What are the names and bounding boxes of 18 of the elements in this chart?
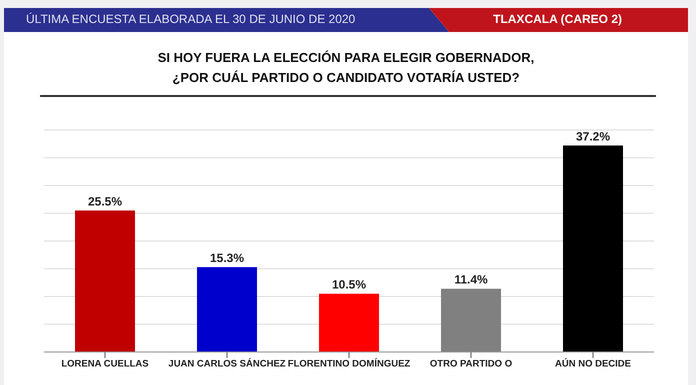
data-label: 25.5% — [88, 194, 122, 208]
text: ÚLTIMA ENCUESTA ELABORADA EL 30 DE JUNIO DE 2020 — [26, 12, 356, 26]
x-tick-label: AÚN NO DECIDE — [554, 358, 632, 370]
x-tick-label: OTRO PARTIDO O — [430, 358, 512, 370]
data-label: 15.3% — [210, 251, 244, 266]
chart-title: SI HOY FUERA LA ELECCIÓN PARA ELEGIR GOBERNADOR, ¿POR CUÁL PARTIDO O CANDIDATO VOTARÍA USTED? — [156, 49, 536, 87]
x-tick-label: FLORENTINO DOMÍNGUEZ — [288, 358, 410, 370]
bar — [197, 267, 257, 352]
bar — [75, 210, 135, 352]
bar — [563, 146, 623, 352]
x-tick-label: JUAN CARLOS SÁNCHEZ — [168, 358, 286, 370]
data-label: 11.4% — [454, 272, 488, 287]
bar — [441, 288, 501, 352]
text: TLAXCALA (CAREO 2) — [493, 12, 622, 26]
data-label: 10.5% — [332, 278, 366, 292]
bar — [319, 294, 379, 352]
x-tick-label: LORENA CUELLAS — [61, 358, 149, 370]
data-label: 37.2% — [576, 130, 610, 144]
